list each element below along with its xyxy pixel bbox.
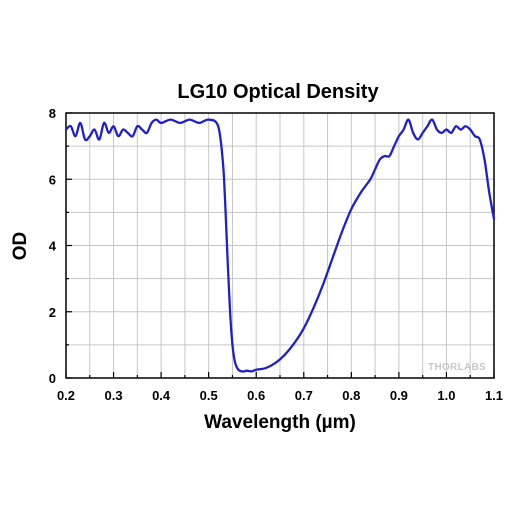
x-tick-label: 0.5 (200, 388, 218, 403)
x-ticks: 0.2 0.3 0.4 0.5 0.6 0.7 0.8 0.9 1.0 1.1 (57, 372, 503, 403)
y-ticks: 0 2 4 6 8 (49, 106, 72, 386)
x-tick-label: 1.1 (485, 388, 503, 403)
x-tick-label: 0.7 (295, 388, 313, 403)
od-series-line (64, 118, 496, 373)
x-tick-label: 1.0 (437, 388, 455, 403)
x-tick-label: 0.9 (390, 388, 408, 403)
x-tick-label: 0.3 (105, 388, 123, 403)
y-tick-label: 2 (49, 305, 56, 320)
y-axis-label: OD (10, 232, 31, 261)
grid (65, 112, 495, 379)
x-tick-label: 0.2 (57, 388, 75, 403)
chart-title: LG10 Optical Density (177, 81, 379, 103)
x-tick-label: 0.8 (342, 388, 360, 403)
x-axis-label: Wavelength (µm) (204, 412, 356, 433)
y-tick-label: 8 (49, 106, 56, 121)
series (64, 118, 496, 373)
y-tick-label: 4 (49, 239, 57, 254)
y-tick-label: 6 (49, 172, 56, 187)
x-tick-label: 0.6 (247, 388, 265, 403)
plot-frame (65, 112, 495, 379)
thorlabs-watermark: THORLABS (428, 362, 486, 373)
y-tick-label: 0 (49, 371, 56, 386)
x-tick-label: 0.4 (152, 388, 171, 403)
